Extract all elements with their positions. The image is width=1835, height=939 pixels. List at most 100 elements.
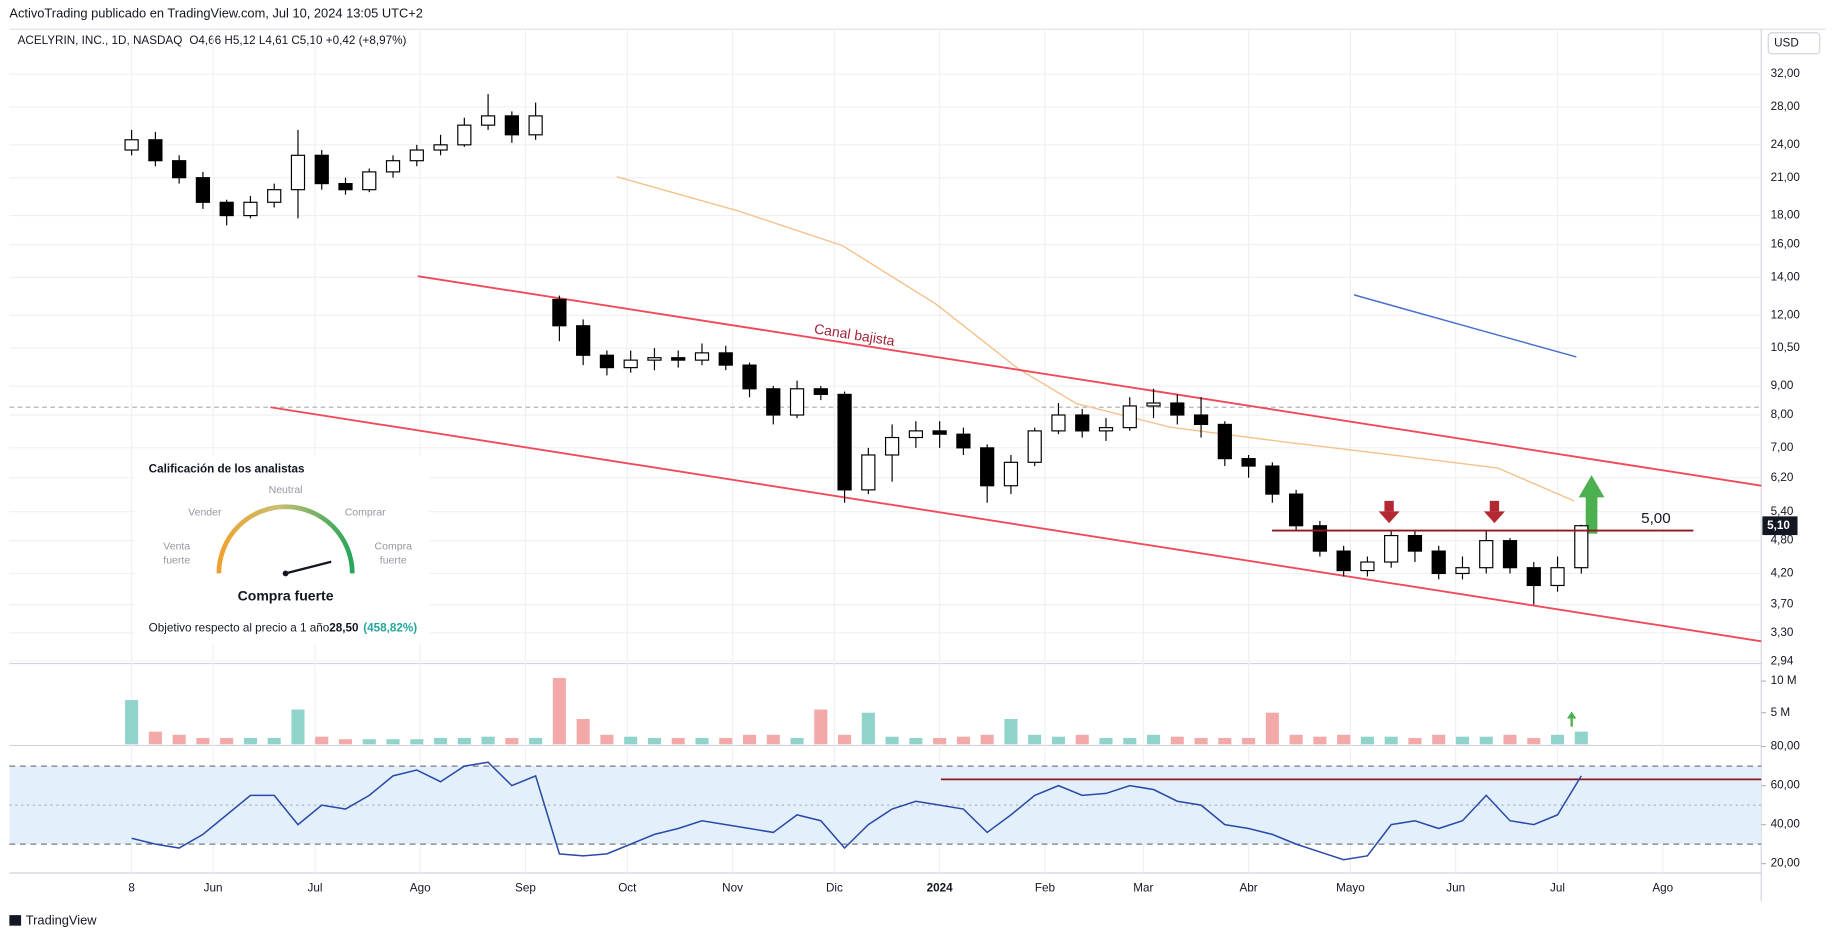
volume-bar (980, 734, 994, 745)
gauge-needle (285, 560, 332, 575)
candle-body (1407, 534, 1423, 552)
candle-body (552, 298, 567, 327)
y-tick-label: 10 M (1771, 674, 1797, 687)
level-label: 5,00 (1641, 510, 1671, 527)
candle-body (623, 359, 638, 369)
candle-body (1550, 567, 1565, 587)
x-tick-label: Jun (1446, 881, 1465, 894)
y-tick-label: 18,00 (1771, 209, 1801, 222)
gauge-label: Vender (188, 506, 222, 518)
candle-body (290, 154, 306, 191)
x-tick-label: Ago (410, 881, 431, 894)
candle-body (243, 201, 258, 217)
volume-bar (861, 712, 875, 745)
candle-body (956, 433, 971, 449)
logo (9, 915, 22, 926)
x-tick-label: 2024 (927, 881, 954, 894)
y-tick-label: 10,50 (1771, 341, 1801, 354)
candle-body (172, 160, 187, 179)
candle-body (480, 115, 496, 126)
candle-body (1217, 423, 1232, 460)
y-tick-label: 5,40 (1771, 505, 1794, 518)
volume-bar (552, 677, 566, 745)
arrow-up-small (1566, 711, 1577, 727)
candle-body (267, 189, 282, 203)
candle-body (1455, 567, 1470, 575)
candle-body (362, 171, 377, 191)
candle-body (599, 354, 615, 369)
grid (9, 29, 1762, 873)
candle-body (338, 183, 353, 191)
volume-bar (933, 737, 947, 745)
target-change: (458,82%) (363, 622, 417, 635)
volume-bar (1123, 737, 1137, 745)
candle-body (1003, 461, 1019, 487)
x-tick-label: Jun (204, 881, 223, 894)
volume-bar (1408, 737, 1422, 745)
candle-body (671, 357, 686, 361)
candle-body (1526, 567, 1541, 587)
gauge-label: Comprar (345, 506, 386, 518)
volume-bar (1360, 736, 1374, 745)
x-tick-label: Jul (307, 881, 322, 894)
volume-bar (1313, 736, 1327, 745)
footer-text: TradingView (26, 912, 97, 927)
volume-bar (481, 736, 495, 745)
x-tick-label: Feb (1035, 881, 1056, 894)
candle-body (766, 388, 781, 416)
candle-body (457, 124, 472, 146)
candle-body (195, 177, 211, 203)
rsi-band-fill (9, 766, 1762, 845)
y-tick-label: 16,00 (1771, 238, 1801, 251)
candle-body (1360, 561, 1375, 572)
y-tick-label: 40,00 (1771, 818, 1801, 831)
symbol-name: ACELYRIN, INC., 1D, NASDAQ (18, 34, 183, 47)
volume-bar (1194, 737, 1208, 745)
candle-body (718, 352, 733, 366)
candle-body (861, 454, 876, 491)
y-tick-label: 21,00 (1771, 171, 1801, 184)
volume-bar (220, 737, 234, 745)
volume-bar (505, 737, 519, 745)
volume-bar (1242, 737, 1256, 745)
volume-bar (457, 737, 471, 745)
x-tick-label: Nov (722, 881, 743, 894)
currency: USD (1774, 36, 1799, 49)
volume-bar (1503, 734, 1517, 745)
candle-body (433, 144, 448, 151)
volume-bar (529, 737, 543, 745)
last-price-box (1762, 516, 1798, 536)
y-tick-label: 20,00 (1771, 857, 1801, 870)
channel-line (417, 275, 1762, 487)
candle-body (314, 154, 329, 185)
candle-body (219, 201, 234, 217)
x-tick-label: Mayo (1336, 881, 1365, 894)
volume-bar (1574, 731, 1588, 745)
volume-bar (1075, 734, 1089, 745)
widget-box (134, 456, 430, 644)
volume-bar (1218, 737, 1232, 745)
x-tick-label: Oct (618, 881, 637, 894)
candle-body (1479, 540, 1494, 569)
candle-body (576, 325, 591, 356)
rsi-line (131, 761, 1582, 861)
gauge-label: Compra (375, 540, 413, 552)
ohlc: O4,66 H5,12 L4,61 C5,10 +0,42 (+8,97%) (189, 34, 406, 47)
x-tick-label: Abr (1239, 881, 1257, 894)
volume-bar (647, 737, 661, 745)
y-tick-label: 5 M (1771, 706, 1790, 719)
volume-bar (766, 734, 780, 745)
y-tick-label: 80,00 (1771, 740, 1801, 753)
y-tick-label: 2,94 (1771, 654, 1794, 667)
volume-bar (576, 719, 590, 745)
candle-body (1027, 430, 1042, 463)
candle-body (1051, 414, 1066, 432)
target-text: Objetivo respecto al precio a 1 año (149, 622, 330, 635)
symbol: ACELYRIN, INC., 1D, NASDAQ O4,66 H5,12 L4… (18, 34, 407, 47)
candle-body (647, 357, 662, 361)
candle-body (1288, 493, 1304, 527)
volume-bar (1004, 719, 1018, 745)
volume-bar (196, 737, 210, 745)
y-tick-label: 32,00 (1771, 67, 1801, 80)
volume-bar (148, 731, 162, 745)
